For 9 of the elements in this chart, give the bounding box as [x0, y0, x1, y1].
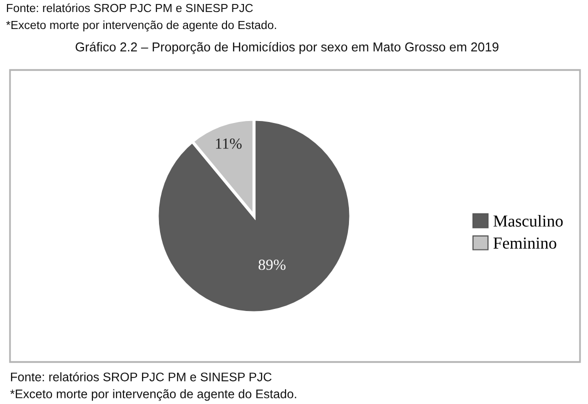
legend-label: Masculino — [493, 214, 563, 227]
source-note: Fonte: relatórios SROP PJC PM e SINESP PJC — [6, 3, 253, 12]
data-label: 11% — [216, 138, 242, 149]
legend-label: Feminino — [493, 238, 556, 249]
text: *Exceto morte por intervenção de agente do Estado. — [10, 389, 296, 401]
data-label: 89% — [258, 260, 286, 270]
source-note: Fonte: relatórios SROP PJC PM e SINESP PJC — [11, 372, 272, 382]
chart-title: Gráfico 2.2 – Proporção de Homicídios por sexo em Mato Grosso em 2019 — [76, 42, 498, 54]
text: *Exceto morte por intervenção de agente do Estado. — [6, 20, 276, 32]
